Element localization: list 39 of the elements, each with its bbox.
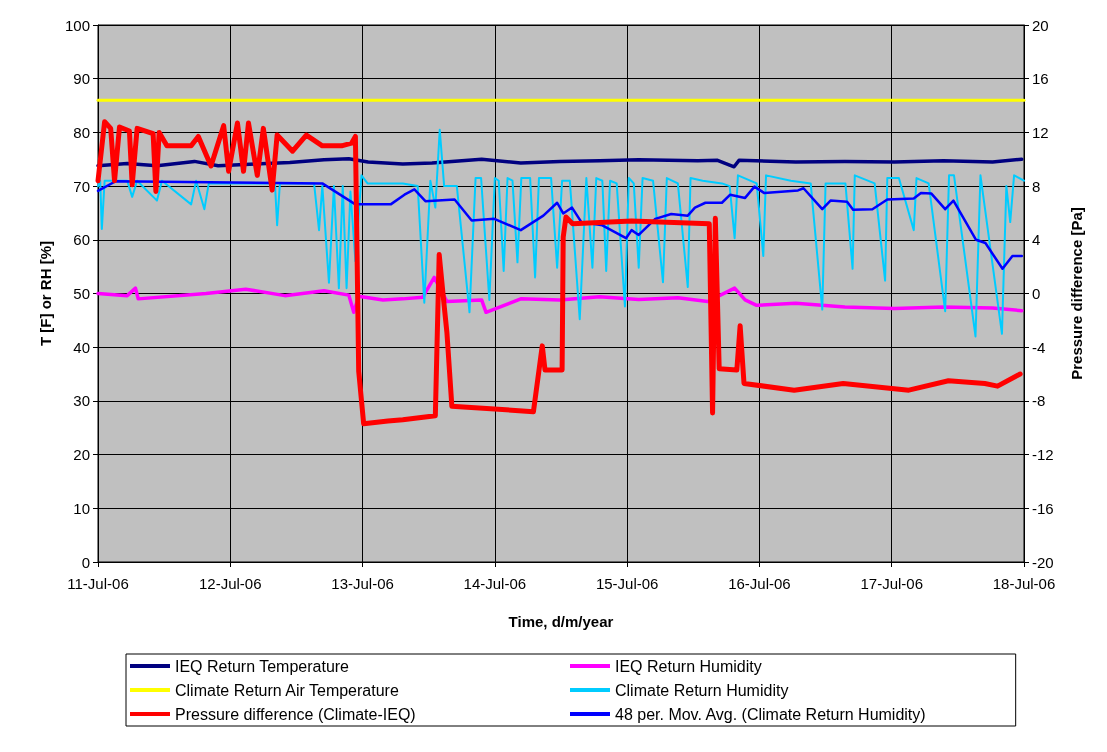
y2-tick-label: 0	[1032, 285, 1041, 302]
y-tick-label: 80	[73, 123, 90, 141]
y-tick-label: 90	[73, 70, 90, 88]
y-tick-label: 60	[73, 231, 90, 249]
x-tick-label: 13-Jul-06	[331, 575, 394, 592]
legend-label: IEQ Return Temperature	[175, 657, 350, 675]
y2-tick-label: 16	[1032, 70, 1049, 88]
x-tick-label: 17-Jul-06	[860, 575, 923, 592]
x-tick-label: 18-Jul-06	[992, 575, 1056, 592]
legend-label: 48 per. Mov. Avg. (Climate Return Humidity)	[615, 705, 926, 723]
y2-tick-label: 12	[1032, 123, 1049, 141]
y2-tick-label: -20	[1032, 553, 1054, 571]
y2-tick-label: -8	[1032, 392, 1046, 410]
y-tick-label: 50	[73, 285, 90, 302]
y-tick-label: 30	[73, 392, 90, 410]
y-axis-title: T [F] or RH [%]	[37, 241, 54, 346]
x-tick-label: 14-Jul-06	[463, 575, 527, 592]
y2-axis-title: Pressure difference [Pa]	[1068, 207, 1085, 380]
legend-label: Climate Return Air Temperature	[175, 681, 399, 699]
y-tick-label: 70	[73, 177, 90, 195]
y-tick-label: 40	[73, 338, 90, 356]
y-tick-label: 0	[81, 553, 90, 571]
legend-label: Pressure difference (Climate-IEQ)	[175, 705, 416, 723]
x-tick-label: 15-Jul-06	[595, 575, 659, 592]
legend-label: IEQ Return Humidity	[615, 657, 762, 675]
y-tick-label: 100	[64, 16, 90, 34]
y-tick-label: 10	[73, 499, 90, 517]
x-tick-label: 12-Jul-06	[199, 575, 262, 592]
y2-tick-label: -16	[1032, 499, 1054, 517]
legend-label: Climate Return Humidity	[615, 681, 789, 699]
y2-tick-label: 4	[1032, 231, 1041, 249]
x-axis-title: Time, d/m/year	[508, 613, 614, 630]
y2-tick-label: 8	[1032, 177, 1041, 195]
x-tick-label: 11-Jul-06	[67, 575, 129, 592]
y2-tick-label: -4	[1032, 338, 1046, 356]
y-tick-label: 20	[73, 446, 90, 464]
y2-tick-label: -12	[1032, 446, 1054, 464]
y2-tick-label: 20	[1032, 16, 1049, 34]
x-tick-label: 16-Jul-06	[728, 575, 791, 592]
